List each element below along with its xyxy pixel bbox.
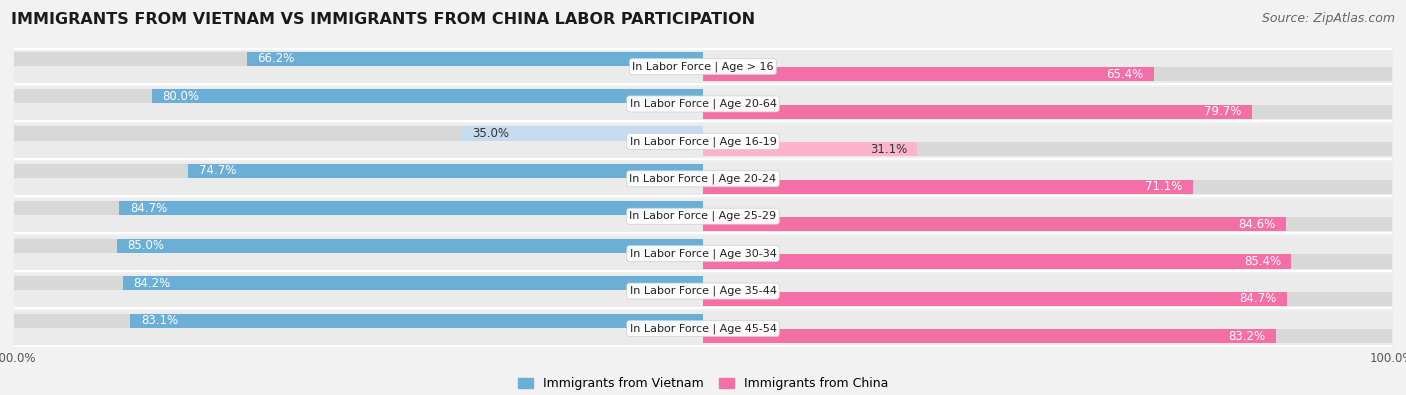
Bar — [152, 89, 703, 103]
Bar — [703, 329, 1392, 344]
Bar — [14, 237, 1392, 271]
Bar — [120, 201, 703, 215]
Bar — [14, 124, 1392, 158]
Text: In Labor Force | Age 45-54: In Labor Force | Age 45-54 — [630, 323, 776, 334]
Text: 80.0%: 80.0% — [162, 90, 200, 103]
Text: 35.0%: 35.0% — [472, 127, 509, 140]
Bar — [703, 105, 1392, 119]
Bar — [703, 105, 1253, 119]
Bar — [14, 126, 703, 141]
Bar — [14, 51, 703, 66]
Legend: Immigrants from Vietnam, Immigrants from China: Immigrants from Vietnam, Immigrants from… — [513, 372, 893, 395]
Bar — [703, 292, 1392, 306]
Bar — [14, 239, 703, 253]
Bar — [461, 126, 703, 141]
Text: Source: ZipAtlas.com: Source: ZipAtlas.com — [1261, 12, 1395, 25]
Bar — [703, 67, 1392, 81]
Text: 71.1%: 71.1% — [1144, 180, 1182, 193]
Text: 65.4%: 65.4% — [1107, 68, 1143, 81]
Bar — [703, 217, 1286, 231]
Text: 74.7%: 74.7% — [198, 164, 236, 177]
Text: 85.4%: 85.4% — [1244, 255, 1281, 268]
Bar — [131, 314, 703, 328]
Text: In Labor Force | Age 20-24: In Labor Force | Age 20-24 — [630, 173, 776, 184]
Text: In Labor Force | Age 25-29: In Labor Force | Age 25-29 — [630, 211, 776, 222]
Text: 79.7%: 79.7% — [1205, 105, 1241, 118]
Bar — [117, 239, 703, 253]
Bar — [703, 217, 1392, 231]
Bar — [703, 180, 1192, 194]
Bar — [703, 180, 1392, 194]
Text: In Labor Force | Age 35-44: In Labor Force | Age 35-44 — [630, 286, 776, 296]
Bar — [14, 201, 703, 215]
Bar — [14, 87, 1392, 121]
Bar — [14, 164, 703, 178]
Text: 84.6%: 84.6% — [1239, 218, 1275, 231]
Bar — [14, 89, 703, 103]
Bar — [14, 162, 1392, 196]
Text: 83.1%: 83.1% — [141, 314, 179, 327]
Bar — [703, 254, 1392, 269]
Text: In Labor Force | Age 16-19: In Labor Force | Age 16-19 — [630, 136, 776, 147]
Text: In Labor Force | Age > 16: In Labor Force | Age > 16 — [633, 61, 773, 72]
Bar — [703, 67, 1153, 81]
Bar — [14, 276, 703, 290]
Bar — [703, 142, 917, 156]
Bar — [122, 276, 703, 290]
Bar — [14, 49, 1392, 84]
Text: 83.2%: 83.2% — [1229, 330, 1265, 343]
Bar — [188, 164, 703, 178]
Text: In Labor Force | Age 20-64: In Labor Force | Age 20-64 — [630, 99, 776, 109]
Text: 66.2%: 66.2% — [257, 52, 295, 65]
Bar — [703, 254, 1291, 269]
Text: In Labor Force | Age 30-34: In Labor Force | Age 30-34 — [630, 248, 776, 259]
Bar — [14, 314, 703, 328]
Bar — [703, 329, 1277, 344]
Bar — [14, 311, 1392, 346]
Text: 84.7%: 84.7% — [129, 202, 167, 215]
Bar — [14, 274, 1392, 308]
Bar — [247, 51, 703, 66]
Bar — [703, 292, 1286, 306]
Text: 84.2%: 84.2% — [134, 277, 170, 290]
Text: 31.1%: 31.1% — [870, 143, 907, 156]
Bar — [14, 199, 1392, 233]
Text: 84.7%: 84.7% — [1239, 292, 1277, 305]
Bar — [703, 142, 1392, 156]
Text: 85.0%: 85.0% — [128, 239, 165, 252]
Text: IMMIGRANTS FROM VIETNAM VS IMMIGRANTS FROM CHINA LABOR PARTICIPATION: IMMIGRANTS FROM VIETNAM VS IMMIGRANTS FR… — [11, 12, 755, 27]
